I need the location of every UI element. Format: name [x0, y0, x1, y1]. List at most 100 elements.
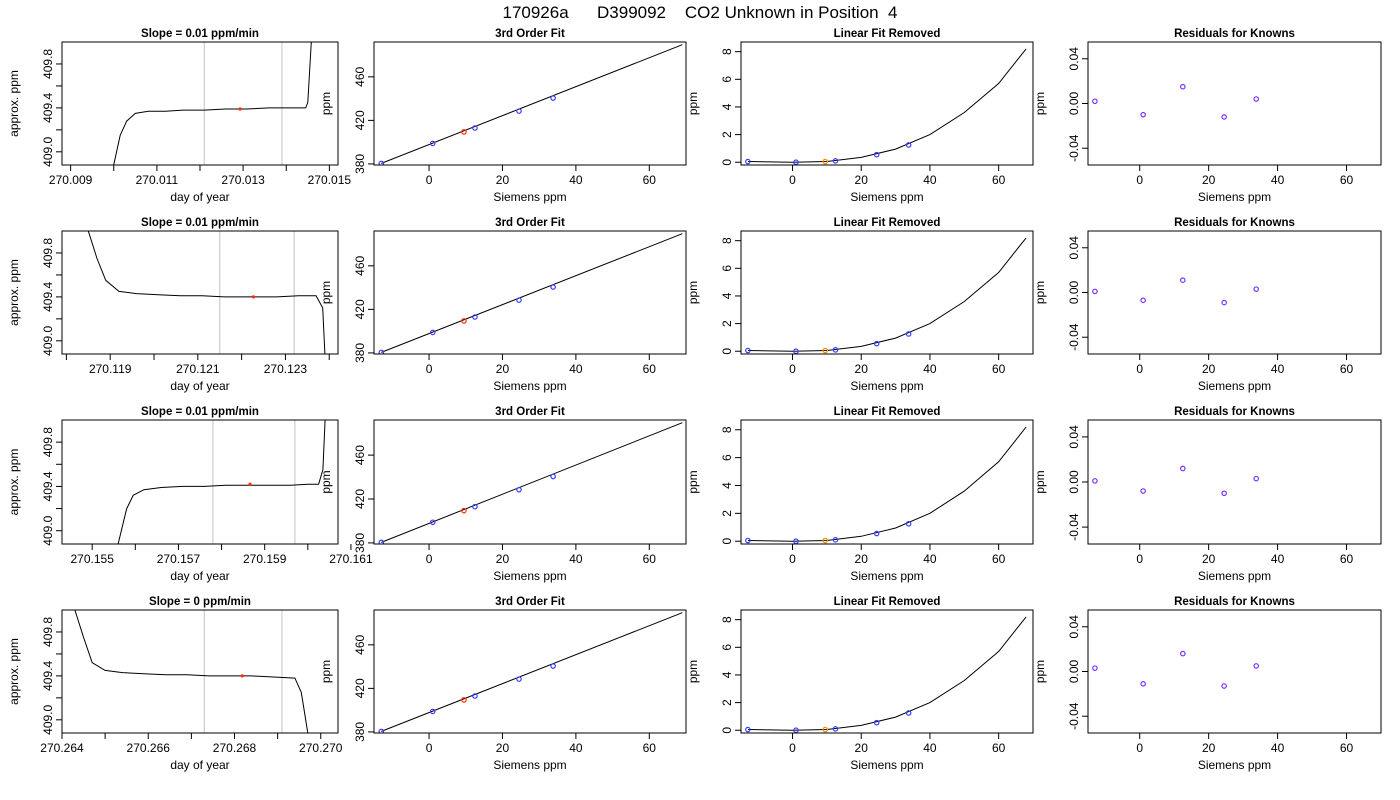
plot-area: [745, 48, 1027, 165]
y-tick-label: 460: [353, 445, 367, 465]
plot-area: [87, 231, 326, 354]
y-tick-label: 2: [720, 510, 734, 517]
x-tick-label: 20: [855, 173, 869, 187]
panel-title: Residuals for Knowns: [1174, 406, 1295, 418]
residual-point: [1092, 98, 1098, 105]
unknown-point: [822, 347, 828, 354]
y-tick-label: 409.4: [41, 282, 55, 312]
x-tick-label: 60: [1340, 552, 1354, 566]
panel-r4-resid: Residuals for Knowns Siemens ppm ppm 0 20 40 6…: [1033, 596, 1382, 772]
panel-r2-trace: Slope = 0.01 ppm/min day of year approx. p…: [7, 217, 339, 393]
x-tick-label: 270.013: [221, 173, 265, 187]
x-tick-label: 40: [923, 173, 937, 187]
y-tick-label: 0.04: [1067, 425, 1081, 449]
x-tick-label: 40: [569, 173, 583, 187]
y-axis-label: approx. ppm: [7, 449, 21, 516]
panel-title: Residuals for Knowns: [1174, 217, 1295, 229]
known-point: [550, 95, 556, 101]
x-axis-label: day of year: [170, 569, 229, 583]
panel-r3-linear: Linear Fit Removed Siemens ppm ppm 0 20 40 60 0…: [686, 406, 1034, 583]
y-axis-label: approx. ppm: [7, 70, 21, 137]
x-tick-label: 0: [1136, 552, 1143, 566]
y-tick-label: 0.00: [1067, 280, 1081, 304]
x-tick-label: 20: [496, 362, 510, 376]
plot-frame: [740, 230, 1034, 355]
y-tick-label: 460: [353, 634, 367, 654]
panel-r3-trace: Slope = 0.01 ppm/min day of year approx. p…: [7, 406, 373, 583]
figure-title: 170926a D399092 CO2 Unknown in Position …: [502, 3, 898, 22]
fit-curve: [747, 426, 1027, 542]
panel-r1-linear: Linear Fit Removed Siemens ppm ppm 0 20 40 60 0…: [686, 28, 1034, 204]
y-tick-label: 409.0: [41, 136, 55, 166]
y-tick-label: 409.8: [41, 49, 55, 79]
known-point: [550, 473, 556, 480]
residual-point: [1179, 83, 1186, 90]
residual-point: [1179, 650, 1186, 657]
y-tick-label: -0.04: [1067, 323, 1081, 351]
x-tick-label: 60: [992, 552, 1006, 566]
x-tick-label: 40: [1271, 173, 1285, 187]
x-tick-label: 0: [789, 741, 796, 755]
unknown-marker: [238, 107, 242, 111]
y-tick-label: 2: [720, 131, 734, 138]
x-tick-label: 60: [1340, 362, 1354, 376]
y-tick-label: -0.04: [1067, 513, 1081, 541]
residual-point: [1253, 96, 1260, 102]
y-tick-label: 0.04: [1067, 47, 1081, 71]
x-tick-label: 20: [855, 741, 869, 755]
y-axis-label: ppm: [1033, 660, 1047, 683]
known-point: [550, 284, 556, 290]
x-tick-label: 20: [1202, 173, 1216, 187]
y-tick-label: 420: [353, 678, 367, 698]
y-tick-label: 4: [720, 103, 734, 110]
x-axis-label: day of year: [170, 758, 229, 772]
y-tick-label: -0.04: [1067, 702, 1081, 730]
x-tick-label: 270.119: [89, 362, 132, 376]
panel-r4-trace: Slope = 0 ppm/min day of year approx. ppm 2…: [7, 596, 343, 772]
x-tick-label: 0: [789, 173, 796, 187]
x-tick-label: 0: [426, 173, 433, 187]
y-tick-label: 0: [720, 159, 734, 166]
known-point: [429, 708, 436, 715]
residual-point: [1253, 663, 1260, 669]
y-tick-label: 409.4: [41, 93, 55, 123]
x-axis-label: Siemens ppm: [1198, 379, 1271, 393]
x-tick-label: 270.011: [136, 173, 179, 187]
x-axis-label: Siemens ppm: [493, 379, 566, 393]
x-axis-label: day of year: [170, 379, 229, 393]
panel-r1-resid: Residuals for Knowns Siemens ppm ppm 0 20 40 6…: [1033, 28, 1382, 204]
panel-r4-fit: 3rd Order Fit Siemens ppm ppm 0 20 40 60 380 420…: [319, 596, 687, 772]
known-point: [905, 520, 912, 527]
residual-point: [1221, 114, 1227, 120]
y-tick-label: 420: [353, 489, 367, 509]
x-axis-label: Siemens ppm: [850, 758, 923, 772]
y-axis-label: ppm: [686, 92, 700, 115]
y-tick-label: 8: [720, 616, 734, 623]
y-tick-label: 4: [720, 482, 734, 489]
known-point: [472, 314, 478, 320]
x-tick-label: 270.268: [213, 741, 257, 755]
y-axis-label: ppm: [319, 92, 333, 115]
unknown-point: [822, 158, 828, 165]
unknown-point: [461, 697, 467, 703]
x-tick-label: 40: [1271, 552, 1285, 566]
trace-line: [113, 42, 312, 165]
x-tick-label: 0: [426, 741, 433, 755]
plot-area: [74, 610, 309, 733]
plot-area: [378, 233, 683, 354]
x-tick-label: 20: [1202, 362, 1216, 376]
x-tick-label: 40: [569, 741, 583, 755]
y-tick-label: 0: [720, 348, 734, 355]
y-tick-label: 0.00: [1067, 470, 1081, 494]
known-point: [516, 486, 522, 493]
y-axis-label: approx. ppm: [7, 638, 21, 705]
known-point: [516, 108, 522, 114]
panel-title: Residuals for Knowns: [1174, 596, 1295, 608]
y-tick-label: 0.04: [1067, 615, 1081, 639]
y-tick-label: 409.8: [41, 238, 55, 268]
known-point: [832, 537, 839, 543]
x-tick-label: 20: [496, 552, 510, 566]
x-tick-label: 270.155: [70, 552, 114, 566]
known-point: [472, 125, 478, 131]
